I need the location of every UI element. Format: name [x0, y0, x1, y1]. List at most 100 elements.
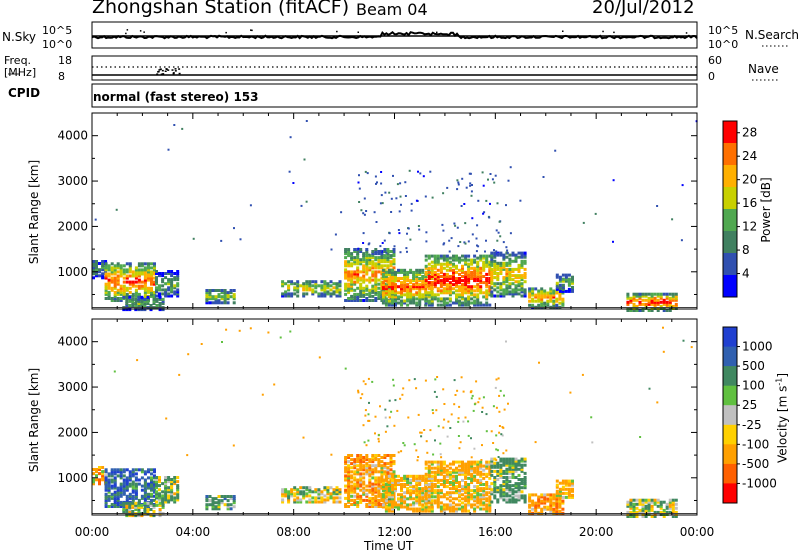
echo-cell: [119, 490, 123, 494]
echo-cell: [323, 486, 327, 490]
echo-cell: [439, 507, 443, 511]
echo-cell: [430, 466, 434, 470]
echo-cell: [384, 487, 388, 491]
echo-cell: [421, 293, 425, 297]
echo-cell: [220, 501, 224, 505]
echo-cell: [439, 491, 443, 495]
echo-cell: [433, 275, 437, 278]
echo-cell: [445, 301, 449, 305]
echo-cell: [470, 472, 474, 476]
echo-cell: [122, 288, 126, 292]
echo-cell: [418, 285, 422, 289]
echo-cell: [653, 300, 657, 304]
echo-cell: [467, 485, 471, 489]
echo-cell: [485, 474, 489, 478]
echo-cell: [125, 295, 129, 299]
echo-cell: [119, 268, 123, 272]
echo-cell: [485, 279, 489, 283]
echo-cell: [485, 509, 489, 513]
echo-cell: [95, 468, 98, 471]
echo-cell: [571, 481, 574, 485]
echo-cell: [514, 467, 518, 471]
echo-cell: [406, 295, 410, 299]
echo-cell: [113, 468, 117, 472]
echo-cell: [380, 496, 384, 500]
echo-cell: [143, 304, 147, 307]
echo-cell: [314, 286, 318, 290]
scatter-cell: [167, 148, 170, 151]
echo-cell: [552, 289, 556, 293]
echo-cell: [167, 278, 171, 282]
scatter-cell: [318, 356, 321, 359]
scatter-cell: [305, 120, 308, 122]
echo-cell: [540, 299, 544, 303]
echo-cell: [442, 254, 446, 258]
echo-cell: [350, 264, 354, 268]
echo-cell: [384, 285, 388, 289]
echo-cell: [485, 462, 489, 466]
echo-cell: [671, 515, 675, 518]
echo-cell: [442, 272, 446, 276]
echo-cell: [176, 282, 180, 286]
echo-cell: [359, 262, 363, 266]
echo-cell: [128, 308, 132, 312]
echo-cell: [561, 285, 565, 289]
echo-cell: [458, 483, 461, 486]
echo-cell: [104, 282, 108, 286]
echo-cell: [406, 476, 410, 480]
scatter-cell: [506, 249, 509, 252]
echo-cell: [531, 503, 535, 507]
echo-cell: [558, 497, 562, 501]
echo-cell: [502, 488, 506, 492]
echo-cell: [564, 491, 568, 495]
echo-cell: [659, 500, 663, 504]
echo-cell: [377, 458, 381, 462]
echo-cell: [433, 297, 437, 301]
echo-cell: [488, 491, 492, 495]
echo-cell: [482, 295, 486, 299]
echo-cell: [442, 505, 446, 509]
echo-cell: [479, 270, 483, 274]
echo-cell: [107, 490, 111, 494]
echo-cell: [150, 286, 153, 290]
echo-cell: [439, 285, 443, 289]
echo-cell: [150, 494, 153, 498]
echo-cell: [488, 509, 492, 513]
echo-cell: [415, 474, 419, 478]
echo-cell: [488, 476, 492, 480]
echo-cell: [641, 302, 645, 306]
echo-cell: [158, 508, 162, 511]
echo-cell: [344, 264, 348, 268]
echo-cell: [493, 284, 497, 288]
echo-cell: [119, 264, 123, 268]
echo-cell: [406, 289, 410, 293]
echo-cell: [424, 481, 428, 484]
echo-cell: [170, 288, 174, 292]
echo-cell: [365, 258, 369, 262]
echo-cell: [479, 266, 483, 270]
echo-cell: [380, 288, 384, 292]
echo-cell: [217, 507, 221, 511]
echo-cell: [140, 503, 144, 507]
echo-cell: [381, 481, 385, 484]
echo-cell: [389, 468, 393, 472]
echo-cell: [391, 495, 394, 499]
echo-cell: [332, 490, 336, 494]
echo-cell: [167, 272, 171, 275]
echo-cell: [400, 487, 403, 491]
echo-cell: [641, 500, 645, 504]
echo-cell: [338, 284, 342, 288]
echo-cell: [377, 492, 381, 496]
echo-cell: [110, 480, 114, 484]
echo-cell: [383, 260, 387, 264]
echo-cell: [558, 289, 562, 293]
echo-cell: [403, 270, 407, 274]
echo-cell: [308, 282, 312, 286]
scatter-cell: [388, 416, 391, 419]
echo-cell: [641, 504, 645, 508]
echo-cell: [381, 277, 385, 280]
echo-cell: [415, 507, 419, 511]
echo-cell: [476, 481, 480, 484]
echo-cell: [505, 288, 509, 292]
echo-cell: [362, 476, 366, 480]
